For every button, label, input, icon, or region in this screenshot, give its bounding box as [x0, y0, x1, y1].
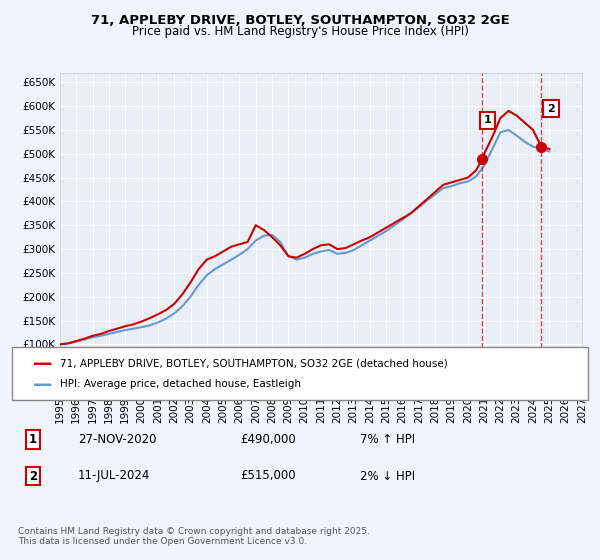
Text: £515,000: £515,000	[240, 469, 296, 483]
Text: —: —	[33, 354, 52, 373]
Text: —: —	[33, 375, 52, 394]
Text: 7% ↑ HPI: 7% ↑ HPI	[360, 433, 415, 446]
Text: 2% ↓ HPI: 2% ↓ HPI	[360, 469, 415, 483]
Text: 71, APPLEBY DRIVE, BOTLEY, SOUTHAMPTON, SO32 2GE: 71, APPLEBY DRIVE, BOTLEY, SOUTHAMPTON, …	[91, 14, 509, 27]
Text: Price paid vs. HM Land Registry's House Price Index (HPI): Price paid vs. HM Land Registry's House …	[131, 25, 469, 38]
Text: HPI: Average price, detached house, Eastleigh: HPI: Average price, detached house, East…	[60, 379, 301, 389]
Text: £490,000: £490,000	[240, 433, 296, 446]
Text: 1: 1	[484, 115, 491, 125]
Text: 2: 2	[547, 104, 555, 114]
Text: Contains HM Land Registry data © Crown copyright and database right 2025.
This d: Contains HM Land Registry data © Crown c…	[18, 526, 370, 546]
Text: 71, APPLEBY DRIVE, BOTLEY, SOUTHAMPTON, SO32 2GE (detached house): 71, APPLEBY DRIVE, BOTLEY, SOUTHAMPTON, …	[60, 358, 448, 368]
Text: 1: 1	[29, 433, 37, 446]
Text: 2: 2	[29, 469, 37, 483]
Text: 11-JUL-2024: 11-JUL-2024	[78, 469, 151, 483]
Text: 27-NOV-2020: 27-NOV-2020	[78, 433, 157, 446]
